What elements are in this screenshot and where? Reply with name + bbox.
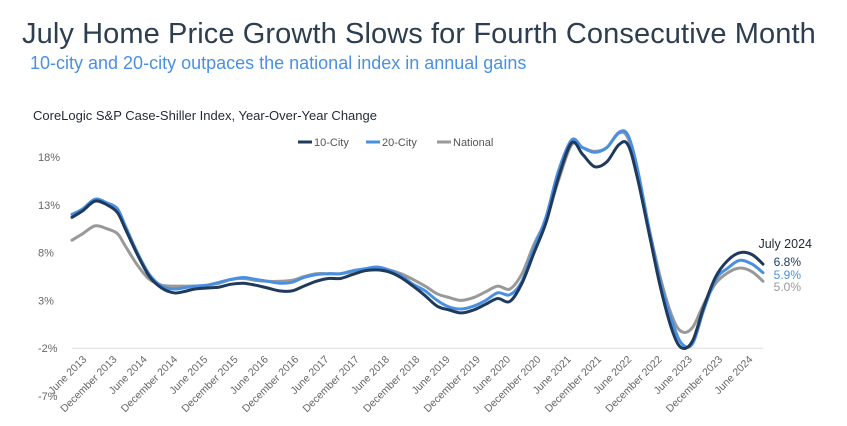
- y-tick-label: 3%: [38, 295, 54, 307]
- series-line-10-city: [70, 140, 765, 350]
- chart-title: CoreLogic S&P Case-Shiller Index, Year-O…: [33, 108, 377, 123]
- series-line-20-city: [70, 129, 765, 349]
- annotation-value-national: 5.0%: [774, 280, 802, 294]
- y-tick-label: -2%: [38, 343, 58, 355]
- y-tick-label: 13%: [38, 200, 60, 212]
- legend-label: 10-City: [314, 137, 349, 149]
- legend-item-20-city: 20-City: [366, 137, 417, 149]
- legend-item-10-city: 10-City: [298, 137, 349, 149]
- y-tick-label: 8%: [38, 248, 54, 260]
- page-title: July Home Price Growth Slows for Fourth …: [22, 18, 816, 50]
- annotation-heading: July 2024: [758, 237, 812, 251]
- series-line-national: [70, 130, 765, 334]
- legend-label: 20-City: [382, 137, 417, 149]
- y-tick-label: -7%: [38, 391, 58, 403]
- legend-label: National: [453, 137, 493, 149]
- annotation-value-10-city: 6.8%: [774, 255, 802, 269]
- annotation-value-20-city: 5.9%: [774, 268, 802, 282]
- page-subtitle: 10-city and 20-city outpaces the nationa…: [30, 53, 527, 73]
- y-tick-label: 18%: [38, 152, 60, 164]
- legend-item-national: National: [437, 137, 493, 149]
